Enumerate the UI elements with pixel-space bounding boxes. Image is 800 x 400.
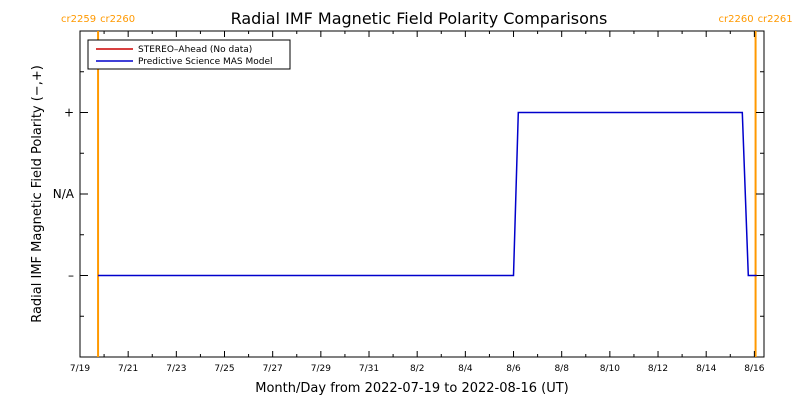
carrington-label-left: cr2259 xyxy=(61,14,96,25)
y-axis-ticks: + N/A – xyxy=(53,71,764,317)
legend-entry-stereo: STEREO–Ahead (No data) xyxy=(138,45,252,55)
y-tick-label: N/A xyxy=(53,187,75,201)
x-tick-label: 7/19 xyxy=(70,364,90,374)
legend-box xyxy=(87,39,291,70)
x-tick-label: 7/29 xyxy=(311,364,331,374)
x-tick-label: 7/21 xyxy=(118,364,138,374)
x-tick-label: 8/16 xyxy=(744,364,764,374)
x-axis-ticks: 7/19 7/21 7/23 7/25 7/27 7/29 7/31 8/2 8/4 8/6 8/8… xyxy=(70,31,765,374)
x-tick-label: 7/31 xyxy=(359,364,379,374)
x-axis-label: Month/Day from 2022-07-19 to 2022-08-16 … xyxy=(255,381,568,396)
x-tick-label: 8/4 xyxy=(458,364,473,374)
y-axis-label: Radial IMF Magnetic Field Polarity (−,+) xyxy=(30,65,45,323)
carrington-label-right: cr2260 xyxy=(100,14,135,25)
carrington-label-left: cr2260 xyxy=(719,14,754,25)
series-line-mas-model xyxy=(98,111,757,277)
x-tick-label: 8/12 xyxy=(648,364,668,374)
series-layer xyxy=(98,111,757,277)
x-tick-label: 7/27 xyxy=(263,364,283,374)
carrington-rotation-labels: cr2259 cr2260 cr2260 cr2261 xyxy=(61,14,793,25)
legend-entry-mas-model: Predictive Science MAS Model xyxy=(138,57,273,67)
x-tick-label: 8/8 xyxy=(554,364,569,374)
y-tick-label: – xyxy=(68,269,74,283)
x-tick-label: 8/6 xyxy=(506,364,521,374)
plot-frame xyxy=(79,30,765,358)
chart-title: Radial IMF Magnetic Field Polarity Compa… xyxy=(231,9,608,28)
x-tick-label: 7/23 xyxy=(166,364,186,374)
x-tick-label: 8/14 xyxy=(696,364,716,374)
legend: STEREO–Ahead (No data) Predictive Scienc… xyxy=(87,39,291,70)
x-tick-label: 8/10 xyxy=(600,364,620,374)
carrington-label-right: cr2261 xyxy=(758,14,793,25)
x-tick-label: 7/25 xyxy=(214,364,234,374)
x-tick-label: 8/2 xyxy=(410,364,424,374)
y-tick-label: + xyxy=(64,106,74,120)
carrington-boundaries xyxy=(97,31,757,357)
